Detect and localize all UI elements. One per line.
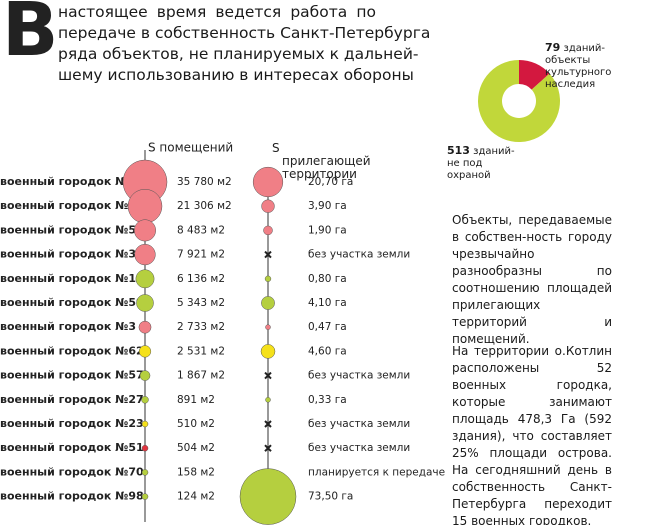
header-word: S: [272, 141, 280, 155]
bubble: [252, 166, 284, 198]
row-label: военный городок №51: [0, 441, 144, 454]
value-label: без участка земли: [308, 442, 410, 454]
value-label: 0,47 га: [308, 321, 347, 333]
donut-value: 513: [447, 144, 470, 157]
header-line: ряда объектов, не планируемых к дальней-: [58, 45, 419, 63]
header-line: настоящее время ведется работа по: [58, 3, 376, 21]
donut-label: 513 зданий-не под охраной: [447, 145, 527, 182]
value-label: 158 м2: [177, 466, 215, 478]
bubble: [138, 345, 152, 358]
bubble: [264, 275, 272, 282]
no-land-cross: [264, 444, 272, 452]
bubble: [265, 324, 271, 330]
donut-slice: [519, 60, 550, 90]
row-label: военный городок №27: [0, 393, 144, 406]
row-label: военный городок №59: [0, 296, 144, 309]
value-label: 1 867 м2: [177, 370, 225, 382]
bubble: [261, 296, 275, 310]
donut-slice: [477, 59, 560, 143]
donut-category: зданий-не под охраной: [447, 146, 515, 181]
value-label: 35 780 м2: [177, 176, 232, 188]
row-label: военный городок №3: [0, 320, 136, 333]
bubble: [134, 219, 156, 242]
no-land-cross: [264, 250, 272, 259]
bubble: [141, 444, 149, 452]
value-label: 0,33 га: [308, 394, 347, 406]
header-word: территории: [282, 167, 357, 181]
header-word: прилегающей: [282, 154, 371, 168]
paragraph: На территории о.Котлин расположены 52 во…: [452, 344, 612, 525]
value-label: планируется к передаче: [308, 466, 445, 478]
no-land-cross: [264, 371, 272, 380]
bubble: [265, 397, 271, 403]
row-label: военный городок №98: [0, 490, 144, 503]
value-label: 510 м2: [177, 418, 215, 430]
value-label: 3,90 га: [308, 200, 347, 212]
value-label: 6 136 м2: [177, 273, 225, 285]
bubble: [263, 225, 273, 236]
row-label: военный городок №5: [0, 223, 136, 236]
bubble: [141, 493, 149, 500]
bubble: [261, 199, 275, 213]
paragraph: Объекты, передаваемые в собствен-ность г…: [452, 213, 612, 346]
header-text: настоящее время ведется работа по передач…: [58, 2, 431, 86]
row-label: военный городок №32: [0, 248, 144, 261]
row-label: военный городок №28: [0, 175, 144, 188]
header-line: передаче в собственность Санкт-Петербург…: [58, 24, 431, 42]
donut-label: 79 зданий-объекты культурного наследия: [545, 42, 645, 91]
header-line: шему использованию в интересах обороны: [58, 66, 414, 84]
value-label: 73,50 га: [308, 491, 353, 503]
value-label: 2 733 м2: [177, 321, 225, 333]
bubble: [136, 294, 154, 312]
bubble: [260, 344, 276, 359]
value-label: 5 343 м2: [177, 297, 225, 309]
value-label: 20,70 га: [308, 176, 353, 188]
value-label: 2 531 м2: [177, 345, 225, 357]
value-label: 124 м2: [177, 491, 215, 503]
drop-cap: В: [2, 0, 59, 73]
row-label: военный городок №23: [0, 417, 144, 430]
bubble: [141, 420, 149, 428]
column-header: S помещений: [148, 141, 233, 155]
value-label: 7 921 м2: [177, 249, 225, 261]
value-label: 504 м2: [177, 442, 215, 454]
bubble: [135, 269, 155, 289]
bubble: [127, 188, 163, 224]
bubble: [141, 396, 149, 404]
row-label: военный городок №57: [0, 369, 144, 382]
bubble: [141, 469, 149, 476]
column-header: Sприлегающей территории: [272, 141, 371, 181]
value-label: 4,10 га: [308, 297, 347, 309]
bubble: [138, 320, 152, 334]
value-label: 891 м2: [177, 394, 215, 406]
donut-category: зданий-объекты культурного наследия: [545, 43, 612, 90]
value-label: 8 483 м2: [177, 224, 225, 236]
bubble: [239, 468, 297, 525]
value-label: 1,90 га: [308, 224, 347, 236]
value-label: без участка земли: [308, 370, 410, 382]
row-label: военный городок №2: [0, 199, 136, 212]
row-label: военный городок №15: [0, 272, 144, 285]
row-label: военный городок №70: [0, 465, 144, 478]
value-label: 4,60 га: [308, 345, 347, 357]
bubble: [134, 243, 156, 266]
bubble: [139, 370, 151, 381]
row-label: военный городок №62: [0, 344, 144, 357]
no-land-cross: [264, 420, 272, 428]
value-label: 0,80 га: [308, 273, 347, 285]
donut-value: 79: [545, 41, 561, 54]
value-label: без участка земли: [308, 249, 410, 261]
value-label: 21 306 м2: [177, 200, 232, 212]
value-label: без участка земли: [308, 418, 410, 430]
